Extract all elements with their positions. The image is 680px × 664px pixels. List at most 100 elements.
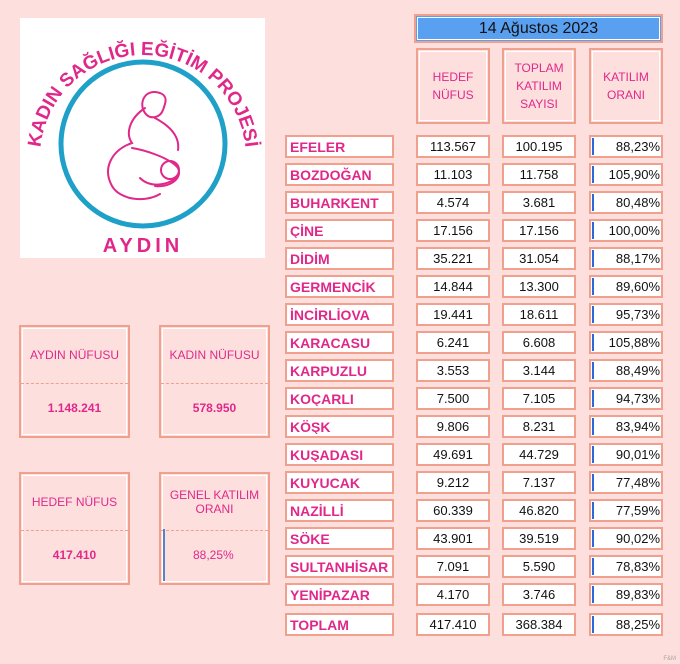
card-value: 88,25% <box>161 527 268 583</box>
target-value: 11.103 <box>416 163 490 186</box>
card-value: 1.148.241 <box>47 401 102 415</box>
district-name: KARPUZLU <box>285 359 394 382</box>
data-bar <box>592 418 594 435</box>
total-value: 11.758 <box>502 163 576 186</box>
rate-label: 77,59% <box>615 503 660 518</box>
rate-cell: 88,23% <box>589 135 663 158</box>
rate-cell: 105,90% <box>589 163 663 186</box>
data-bar <box>592 586 594 603</box>
rate-label: 94,73% <box>615 391 660 406</box>
rate-label: 88,23% <box>615 139 660 154</box>
rate-cell: 94,73% <box>589 387 663 410</box>
total-value: 44.729 <box>502 443 576 466</box>
rate-label: 100,00% <box>608 223 660 238</box>
total-value: 100.195 <box>502 135 576 158</box>
summary-card: GENEL KATILIM ORANI 88,25% <box>159 472 270 585</box>
rate-label: 105,88% <box>608 335 660 350</box>
rate-cell: 88,49% <box>589 359 663 382</box>
rate-label: 78,83% <box>615 559 660 574</box>
total-value: 6.608 <box>502 331 576 354</box>
district-name: KOÇARLI <box>285 387 394 410</box>
rate-label: 77,48% <box>615 475 660 490</box>
logo: KADIN SAĞLIĞI EĞİTİM PROJESİ AYDIN <box>20 18 265 258</box>
district-name: KUŞADASI <box>285 443 394 466</box>
district-name: SÖKE <box>285 527 394 550</box>
rate-cell: 78,83% <box>589 555 663 578</box>
target-value: 19.441 <box>416 303 490 326</box>
target-value: 35.221 <box>416 247 490 270</box>
rate-cell: 90,01% <box>589 443 663 466</box>
rate-cell: 77,59% <box>589 499 663 522</box>
district-name: ÇİNE <box>285 219 394 242</box>
total-value: 5.590 <box>502 555 576 578</box>
date-header: 14 Ağustos 2023 <box>414 14 663 43</box>
target-value: 60.339 <box>416 499 490 522</box>
total-value: 368.384 <box>502 613 576 636</box>
data-bar <box>592 616 594 633</box>
data-bar <box>592 530 594 547</box>
rate-label: 88,25% <box>615 617 660 632</box>
total-value: 31.054 <box>502 247 576 270</box>
rate-label: 95,73% <box>615 307 660 322</box>
rate-label: 90,01% <box>615 447 660 462</box>
card-label: HEDEF NÜFUS <box>21 474 128 531</box>
rate-label: 105,90% <box>608 167 660 182</box>
data-bar <box>592 194 594 211</box>
data-bar <box>592 306 594 323</box>
district-name: KARACASU <box>285 331 394 354</box>
column-header: HEDEF NÜFUS <box>416 48 490 124</box>
total-value: 3.144 <box>502 359 576 382</box>
logo-city: AYDIN <box>103 235 183 257</box>
total-value: 3.746 <box>502 583 576 606</box>
rate-label: 80,48% <box>615 195 660 210</box>
total-value: 13.300 <box>502 275 576 298</box>
data-bar <box>592 362 594 379</box>
rate-cell: 95,73% <box>589 303 663 326</box>
data-bar <box>592 250 594 267</box>
card-label: GENEL KATILIM ORANI <box>161 474 268 531</box>
rate-label: 89,83% <box>615 587 660 602</box>
data-bar <box>592 390 594 407</box>
target-value: 9.806 <box>416 415 490 438</box>
rate-label: 88,49% <box>615 363 660 378</box>
target-value: 3.553 <box>416 359 490 382</box>
total-value: 7.137 <box>502 471 576 494</box>
total-value: 39.519 <box>502 527 576 550</box>
data-bar <box>592 222 594 239</box>
total-value: 7.105 <box>502 387 576 410</box>
rate-cell: 77,48% <box>589 471 663 494</box>
total-value: 8.231 <box>502 415 576 438</box>
rate-label: 88,25% <box>193 548 234 562</box>
target-value: 7.091 <box>416 555 490 578</box>
card-value: 578.950 <box>192 401 237 415</box>
data-bar <box>592 138 594 155</box>
data-bar <box>592 334 594 351</box>
district-name: DİDİM <box>285 247 394 270</box>
district-name: KUYUCAK <box>285 471 394 494</box>
data-bar <box>592 558 594 575</box>
column-header: TOPLAM KATILIM SAYISI <box>502 48 576 124</box>
rate-cell: 83,94% <box>589 415 663 438</box>
district-name: İNCİRLİOVA <box>285 303 394 326</box>
summary-card: HEDEF NÜFUS 417.410 <box>19 472 130 585</box>
target-value: 17.156 <box>416 219 490 242</box>
target-value: 7.500 <box>416 387 490 410</box>
target-value: 43.901 <box>416 527 490 550</box>
rate-label: 88,17% <box>615 251 660 266</box>
column-header: KATILIM ORANI <box>589 48 663 124</box>
rate-cell: 80,48% <box>589 191 663 214</box>
summary-card: KADIN NÜFUSU 578.950 <box>159 325 270 438</box>
card-label: AYDIN NÜFUSU <box>21 327 128 384</box>
district-name: BUHARKENT <box>285 191 394 214</box>
target-value: 6.241 <box>416 331 490 354</box>
district-name: NAZİLLİ <box>285 499 394 522</box>
rate-cell: 88,25% <box>589 613 663 636</box>
card-value: 417.410 <box>52 548 97 562</box>
total-value: 18.611 <box>502 303 576 326</box>
rate-cell: 89,83% <box>589 583 663 606</box>
rate-label: 83,94% <box>615 419 660 434</box>
rate-label: 89,60% <box>615 279 660 294</box>
data-bar <box>592 278 594 295</box>
rate-label: 90,02% <box>615 531 660 546</box>
